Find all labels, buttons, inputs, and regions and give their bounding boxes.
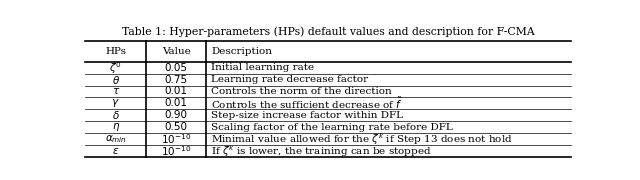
Text: Scaling factor of the learning rate before DFL: Scaling factor of the learning rate befo… xyxy=(211,123,453,132)
Text: $\tau$: $\tau$ xyxy=(111,86,120,96)
Text: 0.01: 0.01 xyxy=(164,86,188,96)
Text: Learning rate decrease factor: Learning rate decrease factor xyxy=(211,75,369,84)
Text: Minimal value allowed for the $\zeta^k$ if Step 13 does not hold: Minimal value allowed for the $\zeta^k$ … xyxy=(211,131,513,147)
Text: If $\zeta^k$ is lower, the training can be stopped: If $\zeta^k$ is lower, the training can … xyxy=(211,143,432,159)
Text: $\varepsilon$: $\varepsilon$ xyxy=(112,146,119,156)
Text: Table 1: Hyper-parameters (HPs) default values and description for F-CMA: Table 1: Hyper-parameters (HPs) default … xyxy=(122,26,534,37)
Text: $\gamma$: $\gamma$ xyxy=(111,97,120,109)
Text: Step-size increase factor within DFL: Step-size increase factor within DFL xyxy=(211,111,403,120)
Text: Value: Value xyxy=(162,47,191,56)
Text: 0.75: 0.75 xyxy=(164,75,188,85)
Text: Initial learning rate: Initial learning rate xyxy=(211,63,315,72)
Text: $\alpha_{min}$: $\alpha_{min}$ xyxy=(105,133,127,145)
Text: $\delta$: $\delta$ xyxy=(112,109,120,121)
Text: Controls the norm of the direction: Controls the norm of the direction xyxy=(211,87,392,96)
Text: $\theta$: $\theta$ xyxy=(111,74,120,86)
Text: 0.01: 0.01 xyxy=(164,98,188,108)
Text: Description: Description xyxy=(211,47,273,56)
Text: $10^{-10}$: $10^{-10}$ xyxy=(161,144,191,158)
Text: $\zeta^0$: $\zeta^0$ xyxy=(109,60,122,76)
Text: 0.90: 0.90 xyxy=(164,110,188,120)
Text: Controls the sufficient decrease of $\tilde{f}$: Controls the sufficient decrease of $\ti… xyxy=(211,96,403,111)
Text: 0.50: 0.50 xyxy=(164,122,188,132)
Text: HPs: HPs xyxy=(105,47,126,56)
Text: 0.05: 0.05 xyxy=(164,63,188,73)
Text: $\eta$: $\eta$ xyxy=(111,121,120,133)
Text: $10^{-10}$: $10^{-10}$ xyxy=(161,132,191,146)
